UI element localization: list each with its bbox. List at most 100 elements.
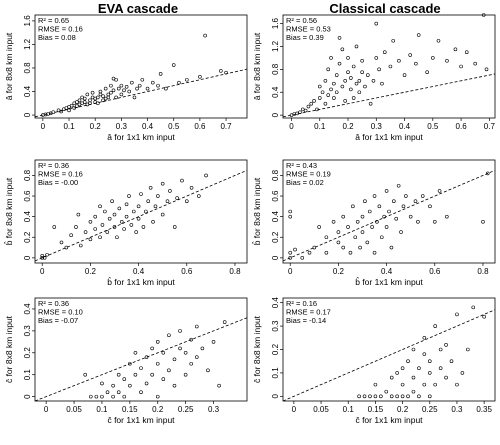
data-point bbox=[312, 245, 317, 250]
data-point bbox=[414, 61, 418, 66]
y-tick-label: 1.6 bbox=[23, 15, 32, 27]
data-point bbox=[411, 375, 416, 380]
data-point bbox=[74, 225, 78, 229]
data-point bbox=[346, 56, 350, 60]
data-point bbox=[133, 350, 138, 355]
data-point bbox=[98, 89, 103, 94]
x-tick-label: 0.7 bbox=[220, 122, 232, 131]
data-point bbox=[114, 77, 118, 82]
data-point bbox=[98, 235, 102, 240]
data-point bbox=[96, 101, 100, 106]
data-point bbox=[343, 99, 347, 103]
data-point bbox=[145, 86, 150, 91]
data-point bbox=[351, 96, 356, 100]
data-point bbox=[177, 80, 181, 85]
data-point bbox=[357, 394, 361, 399]
data-point bbox=[206, 368, 210, 373]
data-point bbox=[93, 214, 98, 219]
y-tick-label: 0.4 bbox=[23, 85, 32, 97]
stat-label: RMSE = 0.53 bbox=[286, 25, 331, 34]
x-tick-label: 0.4 bbox=[381, 267, 393, 276]
data-point bbox=[155, 361, 160, 366]
data-point bbox=[88, 98, 92, 103]
data-point bbox=[362, 394, 367, 399]
data-point bbox=[129, 223, 134, 227]
data-point bbox=[455, 382, 459, 387]
data-point bbox=[384, 389, 389, 394]
y-axis-label: b̂ for 8x8 km input bbox=[252, 177, 262, 245]
data-point bbox=[379, 394, 383, 399]
y-axis-label: â for 8x8 km input bbox=[252, 32, 262, 100]
x-tick-label: 0 bbox=[289, 122, 294, 131]
data-point bbox=[116, 372, 121, 377]
data-point bbox=[172, 383, 177, 388]
data-point bbox=[124, 214, 129, 219]
data-point bbox=[337, 36, 342, 40]
y-axis-label: ĉ for 8x8 km input bbox=[252, 315, 262, 383]
y-tick-label: 0 bbox=[271, 255, 280, 260]
x-tick-label: 0.6 bbox=[181, 267, 193, 276]
x-axis-label: â for 1x1 km input bbox=[107, 132, 175, 142]
data-point bbox=[482, 314, 486, 319]
data-point bbox=[144, 355, 149, 359]
data-point bbox=[82, 96, 87, 101]
data-point bbox=[106, 95, 111, 100]
data-point bbox=[105, 230, 110, 234]
data-point bbox=[371, 79, 376, 83]
data-point bbox=[365, 73, 370, 77]
plot-frame bbox=[34, 159, 248, 264]
data-point bbox=[402, 73, 407, 77]
stat-label: RMSE = 0.19 bbox=[286, 170, 331, 179]
data-point bbox=[137, 83, 142, 88]
x-tick-label: 0.15 bbox=[122, 405, 138, 414]
data-point bbox=[107, 216, 112, 221]
data-point bbox=[40, 253, 45, 258]
data-point bbox=[320, 90, 325, 95]
stat-label: R² = 0.36 bbox=[38, 161, 69, 170]
data-point bbox=[298, 110, 302, 115]
data-point bbox=[300, 256, 305, 260]
data-point bbox=[148, 186, 153, 190]
data-point bbox=[124, 202, 129, 207]
data-point bbox=[334, 73, 339, 77]
data-point bbox=[387, 209, 391, 214]
x-tick-label: 0.05 bbox=[66, 405, 82, 414]
data-point bbox=[40, 256, 45, 260]
data-point bbox=[353, 235, 358, 240]
data-point bbox=[360, 70, 364, 75]
data-point bbox=[481, 220, 485, 224]
x-tick-label: 0.2 bbox=[333, 267, 345, 276]
data-point bbox=[222, 320, 227, 324]
data-point bbox=[416, 33, 421, 37]
data-point bbox=[164, 86, 168, 91]
stat-label: R² = 0.43 bbox=[286, 161, 317, 170]
data-point bbox=[98, 204, 102, 209]
data-point bbox=[114, 95, 118, 100]
data-point bbox=[375, 220, 379, 224]
data-point bbox=[377, 204, 382, 209]
x-tick-label: 0.2 bbox=[90, 122, 102, 131]
data-point bbox=[332, 81, 336, 86]
data-point bbox=[408, 214, 413, 219]
data-point bbox=[337, 61, 342, 66]
data-point bbox=[329, 56, 333, 60]
data-point bbox=[132, 95, 137, 100]
data-point bbox=[183, 350, 188, 355]
data-point bbox=[324, 235, 329, 240]
data-point bbox=[151, 220, 155, 224]
data-point bbox=[75, 104, 79, 109]
data-point bbox=[382, 214, 386, 219]
stat-label: R² = 0.16 bbox=[286, 299, 317, 308]
data-point bbox=[399, 230, 403, 234]
stat-label: RMSE = 0.16 bbox=[38, 25, 83, 34]
data-point bbox=[111, 88, 116, 93]
data-point bbox=[128, 383, 132, 388]
data-point bbox=[427, 359, 432, 364]
data-point bbox=[367, 209, 372, 214]
data-point bbox=[78, 243, 83, 248]
stat-label: R² = 0.65 bbox=[38, 16, 69, 25]
data-point bbox=[389, 394, 394, 399]
data-point bbox=[326, 93, 331, 97]
data-point bbox=[150, 80, 155, 85]
y-axis-label: b̂ for 8x8 km input bbox=[4, 177, 14, 245]
